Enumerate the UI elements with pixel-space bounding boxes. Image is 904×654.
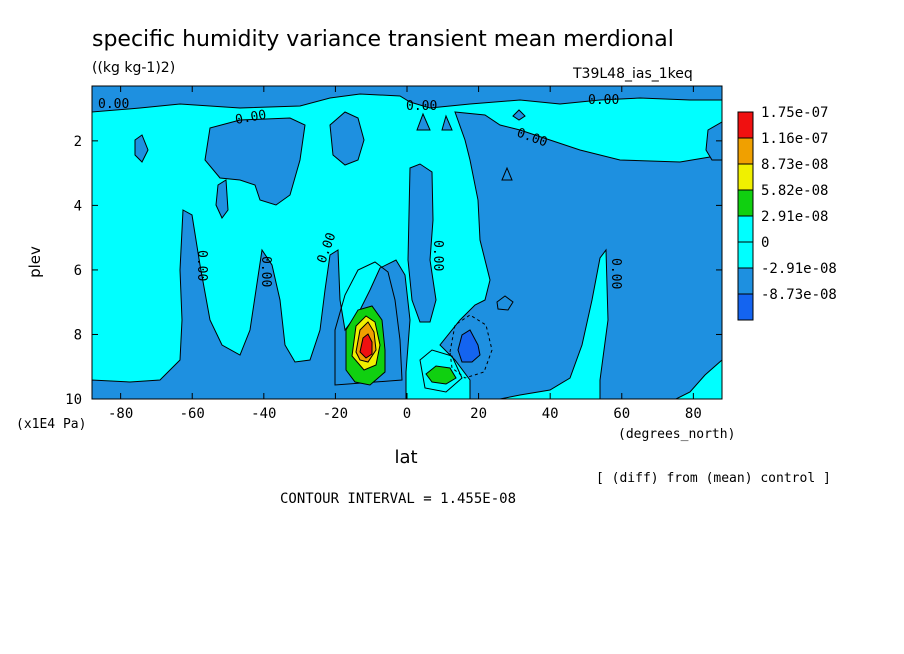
contour-label: 0.00: [608, 258, 623, 289]
y-tick-label: 8: [74, 327, 82, 343]
contour-label: 0.00: [194, 250, 209, 281]
y-axis-units: (x1E4 Pa): [16, 417, 86, 432]
legend-label: 8.73e-08: [761, 157, 828, 173]
x-tick-label: -60: [180, 406, 205, 422]
contour-label: 0.00: [406, 99, 437, 114]
y-axis: 2 4 6 8 10: [65, 134, 722, 408]
legend: 1.75e-07 1.16e-07 8.73e-08 5.82e-08 2.91e-08…: [737, 105, 837, 321]
negative-region-small-3: [215, 179, 229, 219]
y-tick-label: 2: [74, 134, 82, 150]
legend-label: 0: [761, 235, 769, 251]
x-tick-label: 0: [403, 406, 411, 422]
dashed-contour-negative: [449, 314, 493, 379]
x-tick-label: 20: [470, 406, 487, 422]
negative-region-small-2: [329, 111, 365, 166]
legend-label: -8.73e-08: [761, 287, 837, 303]
x-tick-label: 80: [685, 406, 702, 422]
contour-label: 0.00: [588, 93, 619, 108]
footnote: [ (diff) from (mean) control ]: [596, 471, 831, 486]
legend-label: 5.82e-08: [761, 183, 828, 199]
y-axis-label: plev: [26, 246, 44, 278]
y-tick-label: 10: [65, 392, 82, 408]
units-label: ((kg kg-1)2): [92, 60, 175, 76]
strong-negative-region: [457, 329, 481, 363]
x-tick-label: 40: [542, 406, 559, 422]
contour-interval: CONTOUR INTERVAL = 1.455E-08: [280, 491, 516, 507]
negative-region-small-right: [496, 295, 514, 311]
negative-region-center-column: [407, 163, 437, 323]
contour-label: 0.00: [234, 108, 267, 128]
x-axis: -80 -60 -40 -20 0 20 40 60 80: [108, 86, 702, 422]
negative-region-far-right: [705, 121, 723, 161]
legend-swatch: [737, 241, 754, 269]
positive-region-red: [359, 333, 373, 359]
x-axis-units: (degrees_north): [618, 427, 735, 442]
legend-swatch: [737, 111, 754, 139]
plot-area: 0.00 0.00 0.00 0.00 0.00 0.00 0.00 0.00 …: [91, 85, 723, 400]
legend-swatch: [737, 293, 754, 321]
contour-label: 0.00: [258, 256, 273, 287]
y-tick-label: 6: [74, 263, 82, 279]
negative-region-small-top-right: [512, 109, 526, 121]
legend-label: -2.91e-08: [761, 261, 837, 277]
x-axis-label: lat: [394, 447, 417, 468]
x-tick-label: 60: [613, 406, 630, 422]
negative-region-triangle-3: [501, 166, 513, 181]
contour-label: 0.00: [430, 240, 445, 271]
negative-region-right-main: [439, 111, 723, 400]
negative-region-top-left: [91, 85, 723, 113]
positive-region-small-green: [425, 365, 457, 385]
negative-region-small-left: [134, 134, 149, 163]
legend-label: 2.91e-08: [761, 209, 828, 225]
legend-swatch: [737, 215, 754, 243]
x-tick-label: -40: [251, 406, 276, 422]
negative-region-triangle-2: [441, 114, 453, 131]
legend-swatch: [737, 137, 754, 165]
x-tick-label: -20: [323, 406, 348, 422]
legend-label: 1.75e-07: [761, 105, 828, 121]
chart-title: specific humidity variance transient mea…: [92, 27, 674, 52]
legend-swatch: [737, 267, 754, 295]
y-tick-label: 4: [74, 198, 82, 214]
negative-region-triangle-1: [416, 112, 431, 131]
legend-label: 1.16e-07: [761, 131, 828, 147]
negative-region-mid-left: [204, 117, 306, 206]
legend-swatch: [737, 189, 754, 217]
positive-contour-outer: [334, 261, 403, 386]
negative-region-left-column: [91, 209, 411, 400]
legend-swatch: [737, 163, 754, 191]
contour-label: 0.00: [98, 97, 129, 112]
run-label: T39L48_ias_1keq: [572, 66, 693, 82]
positive-contour-small: [419, 349, 463, 393]
x-tick-label: -80: [108, 406, 133, 422]
